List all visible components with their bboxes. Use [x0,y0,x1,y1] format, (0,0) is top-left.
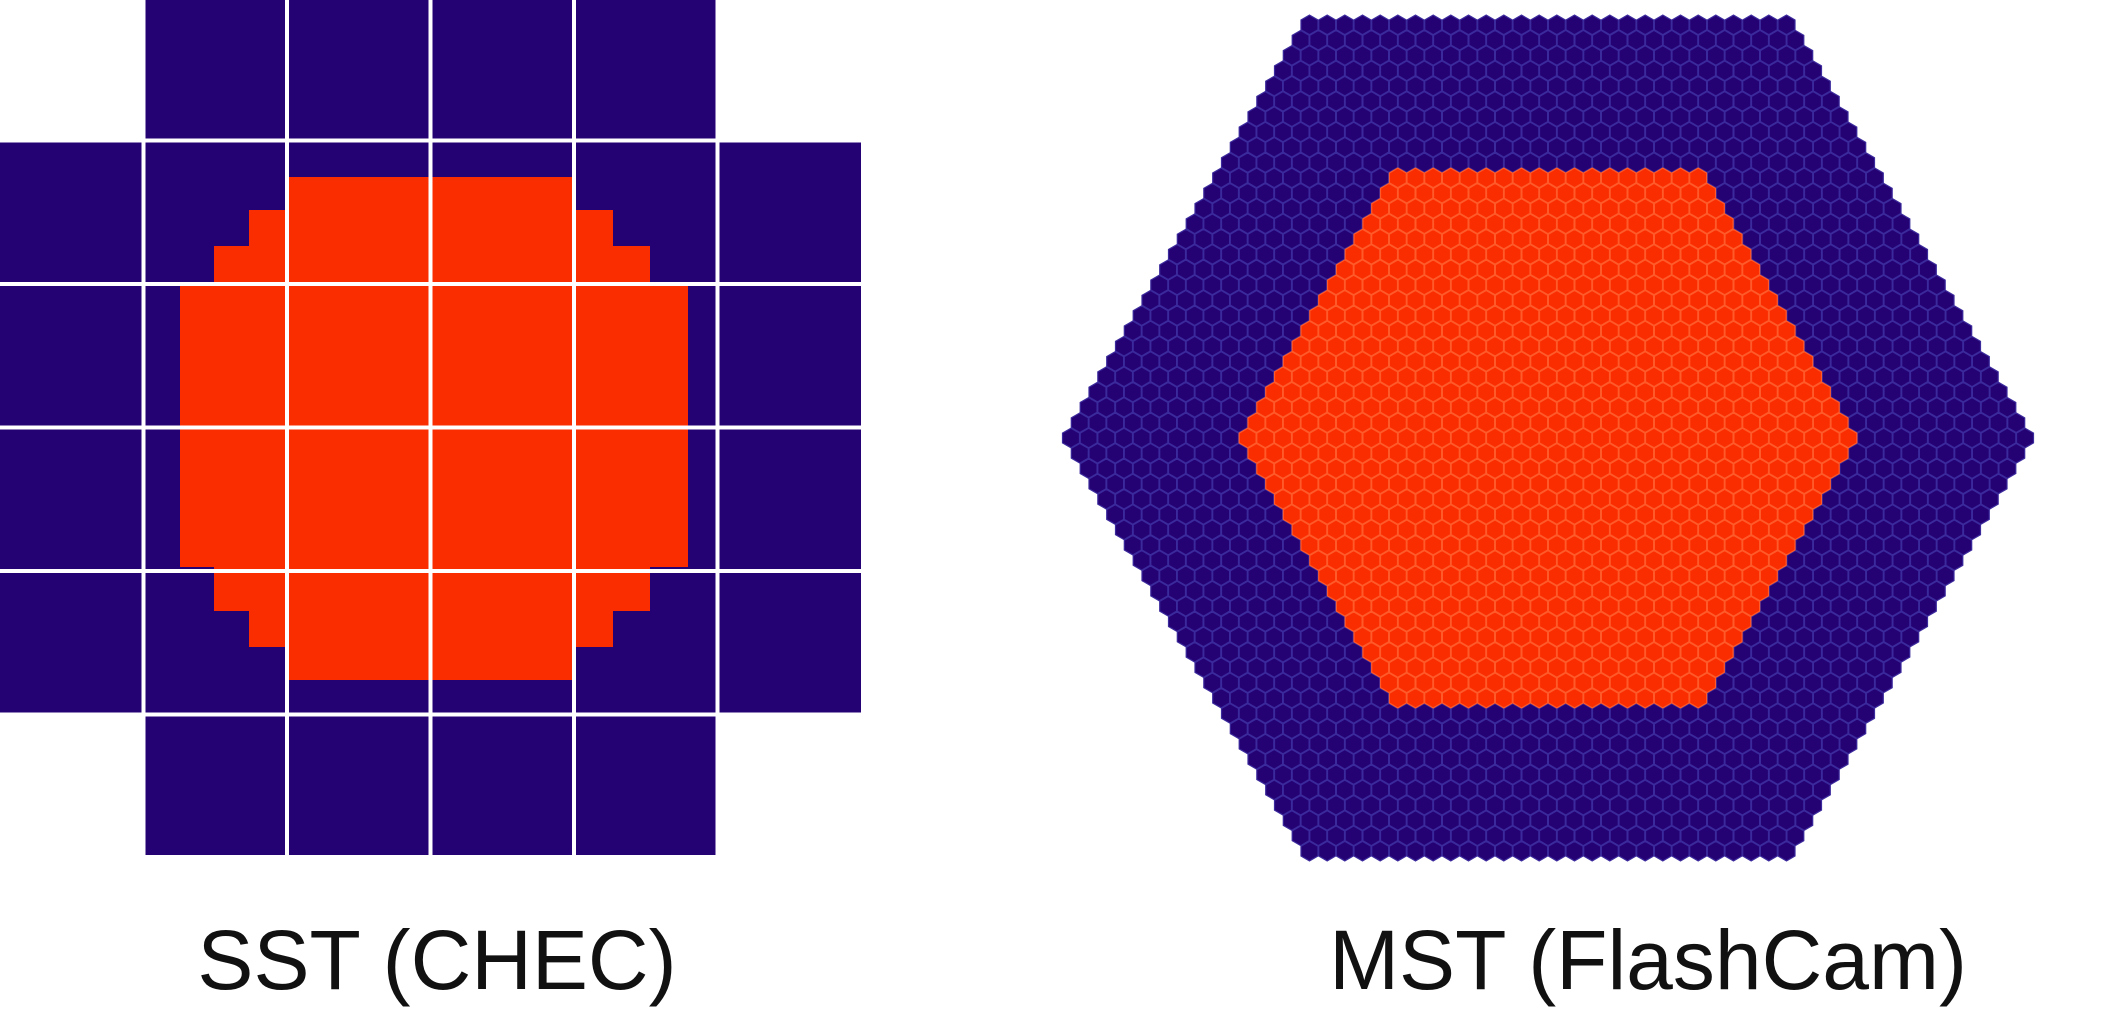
sst-chec-camera [0,0,862,855]
mst-hot-region [1238,167,1858,709]
mst-camera-pixels [1061,14,2035,862]
sst-chec-caption: SST (CHEC) [197,913,677,1007]
mst-flashcam-caption: MST (FlashCam) [1329,913,1967,1007]
sst-hot-step-3 [180,282,688,567]
sst-module-gaps [0,0,862,855]
mst-flashcam-camera [1061,14,2035,862]
